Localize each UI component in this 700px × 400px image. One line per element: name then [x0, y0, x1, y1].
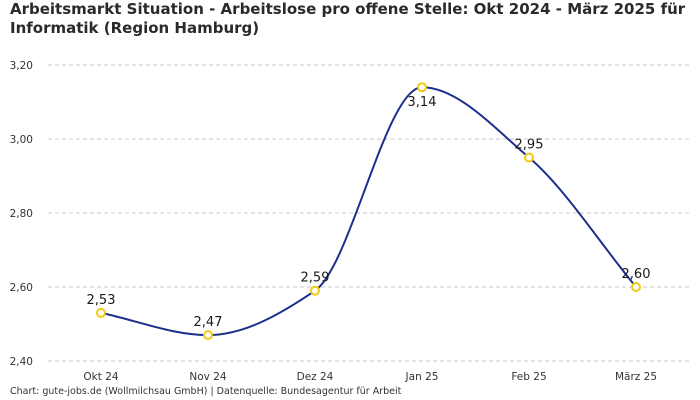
data-label: 3,14 — [408, 95, 437, 110]
x-tick-label: Dez 24 — [297, 371, 334, 383]
data-label: 2,60 — [622, 267, 651, 282]
y-tick-label: 2,80 — [10, 208, 33, 220]
y-tick-label: 3,20 — [10, 60, 33, 72]
data-point — [524, 152, 534, 163]
data-point — [203, 330, 213, 341]
chart-footer: Chart: gute-jobs.de (Wollmilchsau GmbH) … — [10, 386, 402, 397]
y-tick-label: 3,00 — [10, 134, 33, 146]
data-point — [417, 82, 427, 93]
data-label: 2,95 — [515, 138, 544, 153]
x-tick-label: Jan 25 — [405, 371, 439, 383]
x-tick-label: Okt 24 — [83, 371, 118, 383]
x-tick-label: März 25 — [615, 371, 657, 383]
data-label: 2,53 — [87, 293, 116, 308]
y-tick-label: 2,60 — [10, 282, 33, 294]
x-tick-label: Feb 25 — [511, 371, 546, 383]
chart-title: Arbeitsmarkt Situation - Arbeitslose pro… — [10, 0, 686, 37]
y-tick-label: 2,40 — [10, 356, 33, 368]
data-label: 2,59 — [301, 271, 330, 286]
data-point — [96, 307, 106, 318]
data-line — [100, 86, 637, 337]
data-point — [631, 282, 641, 292]
data-point — [310, 285, 320, 296]
data-label: 2,47 — [194, 315, 223, 330]
x-tick-label: Nov 24 — [189, 371, 227, 383]
